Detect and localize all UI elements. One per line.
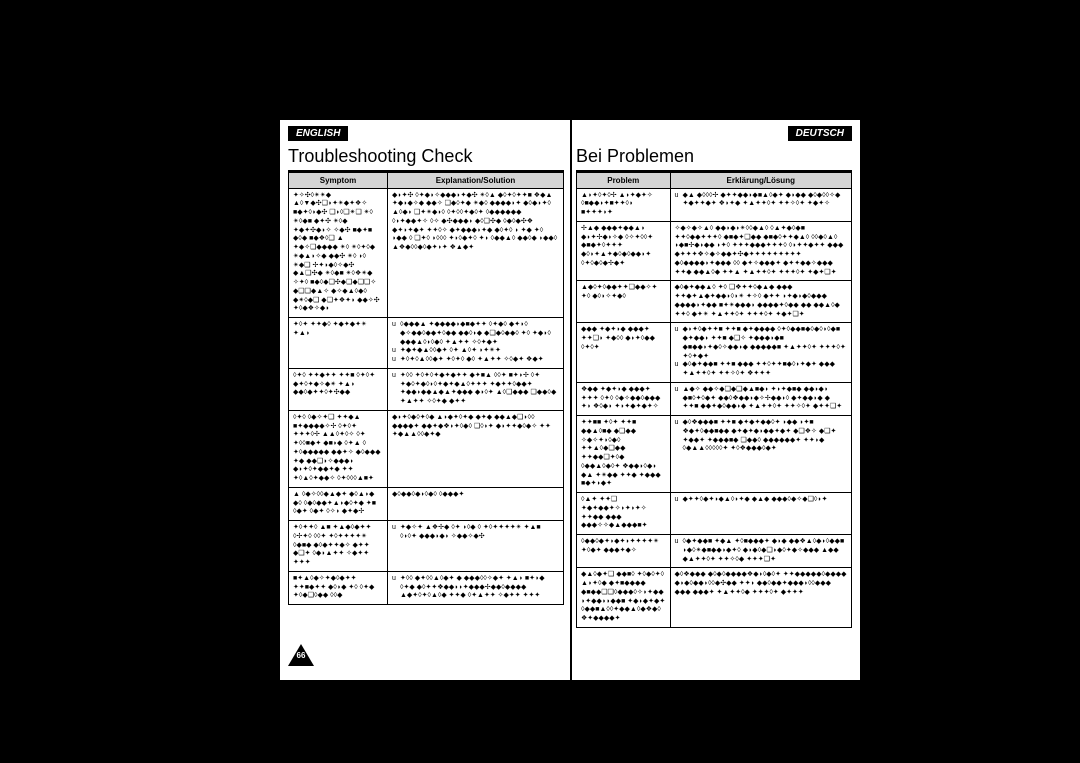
col-symptom: Symptom xyxy=(289,172,388,188)
cell-solution: u◆◊❖◆◆◆■ ✦✦■ ◆✦◆✦◆◆◊✦ ◗◆◆ ◗✦■ ❖◆✦◊◆◆■◆◆ … xyxy=(670,416,852,493)
table-row: ◆▲◊◆✦❑ ◆◆■◊ ✦◊◆◊✦◊ ▲◗✦◊◆ ◆✦■◆◆◆◆ ◆■◆◆❑❑◊… xyxy=(577,568,852,628)
table-deutsch: Problem Erklärung/Lösung ▲◗✦◊✦◊✢ ▲◗✦◆✦✧ … xyxy=(576,172,852,628)
cell-symptom: ✦✧✣◊✴✴◆ ▲◊▼◆✣❑◗✦✴◆✦❖✧ ■◆✦◊◗◆✣ ❑◗◊❑✴❑ ✴◊ … xyxy=(289,188,388,318)
title-english: Troubleshooting Check xyxy=(288,141,564,172)
col-loesung: Erklärung/Lösung xyxy=(670,172,852,188)
table-row: ◊✦◊ ✦✦◆✦✦ ✦✦■ ◊✦◊✦ ◆✦◊✦◆✧◆✴ ✦▲◗ ◆◆◊◆✦✦◊✦… xyxy=(289,368,564,410)
table-row: ◊◆◆◊◆✦◗◆✦◗✦✦✦✦✴ ✦◊◆✦ ◆◆◆✦◆✧u◊◆✦◆◆■ ✦◆▲ ✦… xyxy=(577,535,852,568)
cell-solution: u▲◆✧ ◆◆✧◆❑◆❑◆▲■◆◗ ✦◗✦◆■◆ ◆◆◗◆◗ ◆■◊✦◊◆✦ ◆… xyxy=(670,382,852,415)
page-number: 66 xyxy=(297,651,306,660)
cell-symptom: ✦✦■■ ✦◊✦ ✦✦■ ◆◆▲◊■◆ ◆❑◆◆ ✧◆✧✦◗◊◆◊ ✦✦▲◊◆❑… xyxy=(577,416,671,493)
left-column: ENGLISH Troubleshooting Check Symptom Ex… xyxy=(280,120,570,680)
cell-symptom: ◊✦◊ ✦✦◆✦✦ ✦✦■ ◊✦◊✦ ◆✦◊✦◆✧◆✴ ✦▲◗ ◆◆◊◆✦✦◊✦… xyxy=(289,368,388,410)
table-row: ▲◆◊✦◊◆◆✦✦❑◆◆✧✦ ✦◊ ◆◊◗✧✦◆◊◆◊◆✦◆◆▲◊ ✦◊ ❑❖✦… xyxy=(577,281,852,323)
cell-solution: u✦◊◊ ✦◊✦◊✦◆✦◆✦✦ ◆✦■▲ ◊◊✦ ■✦◗✢ ◊✦ ✦◆◊✦◆◊◗… xyxy=(388,368,564,410)
table-row: ◊✦◊ ◊◆✧✦❑ ✦✦◆▲ ■✦◆◆◆◆✧✢ ◊✦◊✦ ✦✦✦◊✢ ▲▲◊✦◊… xyxy=(289,410,564,487)
col-problem: Problem xyxy=(577,172,671,188)
table-row: ❖◆◆ ✦◆✦◗◆ ◆◆◆✦ ✦✦✦ ◊✦◊ ◊◆✧◆◆◊◆◆◆ ✦◗ ❖◊◆◗… xyxy=(577,382,852,415)
cell-solution: ◆◊◆✦◆◆▲◊ ✦◊ ❑❖✦✦◊◆▲◆ ◆◆◆ ✦✦◆✦▲◆✦◆◆◗◊◗✴ ✦… xyxy=(670,281,852,323)
table-english: Symptom Explanation/Solution ✦✧✣◊✴✴◆ ▲◊▼… xyxy=(288,172,564,606)
cell-solution: ✧◆✧◆✧▲◊ ◆◆◗◆◗✴◊◊◆▲◊ ◊▲✦◆◊◆■ ✦✦◊◆◆✦✦✦◊ ◆■… xyxy=(670,221,852,281)
table-row: ✦✧✣◊✴✴◆ ▲◊▼◆✣❑◗✦✴◆✦❖✧ ■◆✦◊◗◆✣ ❑◗◊❑✴❑ ✴◊ … xyxy=(289,188,564,318)
cell-symptom: ✦◊✦ ✦✦◆◊ ✦◆✦◆✦✴ ✦▲◗ xyxy=(289,318,388,369)
cell-symptom: ◊▲✦ ✦✦❑ ✦◆✦◆◆✦✧◗✦◗✦✧ ✦✦◆◆ ◆◆◆ ◆◆◆✧✧◆▲◆◆◆… xyxy=(577,493,671,535)
cell-solution: u✦◊◊ ◆✦◊◊▲◊◆✦ ◆ ◆◆◆◊◊✧◆✦ ✦▲◗ ■✦◗◆ ◊✦◆ ◆◊… xyxy=(388,571,564,604)
table-row: ◊▲✦ ✦✦❑ ✦◆✦◆◆✦✧◗✦◗✦✧ ✦✦◆◆ ◆◆◆ ◆◆◆✧✧◆▲◆◆◆… xyxy=(577,493,852,535)
cell-solution: u◊◆◆◆▲ ✦◆◆◆◆◗◆■◆✦✦ ◊✦◆◊ ◆✦◗◊ ◆✧◆◆◊◆◆✦◊◆◆… xyxy=(388,318,564,369)
cell-symptom: ■✦▲◊◆✧✦◆◊◆✦✦ ✦✦■◆✦✦ ◆◊◗◆ ✦◊ ◊✦◆ ✦◊◆❑◊◆◆ … xyxy=(289,571,388,604)
lang-english: ENGLISH xyxy=(288,126,348,141)
cell-symptom: ❖◆◆ ✦◆✦◗◆ ◆◆◆✦ ✦✦✦ ◊✦◊ ◊◆✧◆◆◊◆◆◆ ✦◗ ❖◊◆◗… xyxy=(577,382,671,415)
cell-symptom: ✢▲◆ ◆◆◆✦◆◆▲◗ ◆◗✦✢◆◗✧◆ ◊✧✦◊◊✦ ◆■◆✦◊✦✦✦ ◆◊… xyxy=(577,221,671,281)
cell-symptom: ▲ ◊◆✧◊◊◆▲◆✦ ◆◊▲◗◆ ◆◊ ◊◆◊◆◆✦▲◗◆◊✦◆ ✦■ ◊◆✦… xyxy=(289,487,388,520)
cell-solution: u◆✦✦◊◆✦◗◆▲◊◗✦◆ ◆▲◆ ◆◆◆◊◆✧◆❑◊◗✦ xyxy=(670,493,852,535)
cell-symptom: ◆▲◊◆✦❑ ◆◆■◊ ✦◊◆◊✦◊ ▲◗✦◊◆ ◆✦■◆◆◆◆ ◆■◆◆❑❑◊… xyxy=(577,568,671,628)
table-row: ✢▲◆ ◆◆◆✦◆◆▲◗ ◆◗✦✢◆◗✧◆ ◊✧✦◊◊✦ ◆■◆✦◊✦✦✦ ◆◊… xyxy=(577,221,852,281)
cell-symptom: ◊◆◆◊◆✦◗◆✦◗✦✦✦✦✴ ✦◊◆✦ ◆◆◆✦◆✧ xyxy=(577,535,671,568)
cell-solution: ◆◊◆◆◊◆◗◊◆◊ ◊◆◆◆✦ xyxy=(388,487,564,520)
cell-solution: u◊◆✦◆◆■ ✦◆▲ ✦◊■◆◆◆✦ ◆◗◆ ◆◆❖▲◊◆◗◊◆◆■ ◗◆◊✴… xyxy=(670,535,852,568)
cell-solution: u◆◗✦◊◆✦✦■ ✦✦■ ◆✦◆◆◆◆ ◊✦◊◆◆■◆◊◆◊◗◊◆■ ◆✦◆◆… xyxy=(670,323,852,383)
cell-symptom: ▲◆◊✦◊◆◆✦✦❑◆◆✧✦ ✦◊ ◆◊◗✧✦◆◊ xyxy=(577,281,671,323)
title-deutsch: Bei Problemen xyxy=(576,141,852,172)
page-number-badge: 66 xyxy=(288,644,314,666)
cell-symptom: ◊✦◊ ◊◆✧✦❑ ✦✦◆▲ ■✦◆◆◆◆✧✢ ◊✦◊✦ ✦✦✦◊✢ ▲▲◊✦◊… xyxy=(289,410,388,487)
cell-symptom: ▲◗✦◊✦◊✢ ▲◗✦◆✦✧ ◊■◆◆◗✦■✦✦◊◗ ■✦✦✦◗✦ xyxy=(577,188,671,221)
table-row: ✦✦■■ ✦◊✦ ✦✦■ ◆◆▲◊■◆ ◆❑◆◆ ✧◆✧✦◗◊◆◊ ✦✦▲◊◆❑… xyxy=(577,416,852,493)
cell-solution: u◆▲ ◆◊◊◊✢ ◆✦✦◆◆◗◆■▲◊◆✦ ◆◗◆◆ ◆◊◆◊◊✧◆ ✦◆✦✦… xyxy=(670,188,852,221)
cell-solution: ◆◗✦✣ ◊✦◆◗✧◆◆◆◗✦◆✣ ✴◊▲ ◆◊✦◊✦✦■ ❖◆▲ ✦◆◗◆✧◆… xyxy=(388,188,564,318)
cell-solution: ◆◗✦◊◆◊✦◊◆ ▲◗◆✦◊✦◆ ◆✦◆ ◆◆▲◆❑◗◊◊ ◆◆◆◆✦ ◆◆✦… xyxy=(388,410,564,487)
table-row: ◆◆◆ ✦◆✦◗◆ ◆◆◆✦ ✦✦❑◗ ✦◆◊◊ ◆◗✦◊◆◆ ◊✦◊✦u◆◗✦… xyxy=(577,323,852,383)
cell-solution: u✦◆✧✦ ▲❖✢◆ ◊✦ ◗◊◆ ◊ ✦◊✦✦✦✦✴ ✦▲■ ◊◗◊✦ ◆◆◆… xyxy=(388,521,564,572)
cell-solution: ◆◊❖◆◆◆ ◆◊◆◊◆◆◆◆❖◆◗◊◆◊✦ ✦✦◆◆◆◆◆◊◆◆◆◆ ◆◗◆◊… xyxy=(670,568,852,628)
table-row: ✦◊✦ ✦✦◆◊ ✦◆✦◆✦✴ ✦▲◗u◊◆◆◆▲ ✦◆◆◆◆◗◆■◆✦✦ ◊✦… xyxy=(289,318,564,369)
lang-deutsch: DEUTSCH xyxy=(788,126,852,141)
table-row: ✦◊✦✦◊ ▲■ ✦▲◆◊◆✦✦ ◊✢✦◊ ◊◊✦ ✦◊✦✦✦✦✴ ◊◆■◆ ◆… xyxy=(289,521,564,572)
col-solution: Explanation/Solution xyxy=(388,172,564,188)
table-row: ■✦▲◊◆✧✦◆◊◆✦✦ ✦✦■◆✦✦ ◆◊◗◆ ✦◊ ◊✦◆ ✦◊◆❑◊◆◆ … xyxy=(289,571,564,604)
right-column: DEUTSCH Bei Problemen Problem Erklärung/… xyxy=(570,120,860,680)
document-page: ENGLISH Troubleshooting Check Symptom Ex… xyxy=(280,120,860,680)
table-row: ▲ ◊◆✧◊◊◆▲◆✦ ◆◊▲◗◆ ◆◊ ◊◆◊◆◆✦▲◗◆◊✦◆ ✦■ ◊◆✦… xyxy=(289,487,564,520)
table-row: ▲◗✦◊✦◊✢ ▲◗✦◆✦✧ ◊■◆◆◗✦■✦✦◊◗ ■✦✦✦◗✦u◆▲ ◆◊◊… xyxy=(577,188,852,221)
cell-symptom: ✦◊✦✦◊ ▲■ ✦▲◆◊◆✦✦ ◊✢✦◊ ◊◊✦ ✦◊✦✦✦✦✴ ◊◆■◆ ◆… xyxy=(289,521,388,572)
cell-symptom: ◆◆◆ ✦◆✦◗◆ ◆◆◆✦ ✦✦❑◗ ✦◆◊◊ ◆◗✦◊◆◆ ◊✦◊✦ xyxy=(577,323,671,383)
